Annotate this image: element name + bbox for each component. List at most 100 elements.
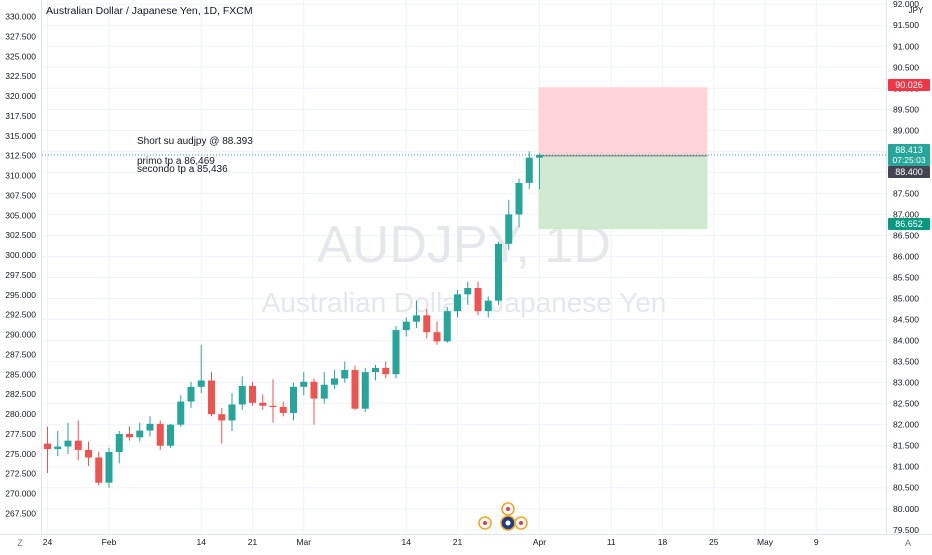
right-tick-label: 87.000 <box>893 209 919 219</box>
candle[interactable] <box>474 281 482 316</box>
left-tick-label: 287.500 <box>5 349 36 359</box>
current-price-tag: 88.413 07:25:03 <box>888 144 930 166</box>
left-tick-label: 272.500 <box>5 469 36 479</box>
left-tick-label: 312.500 <box>5 151 36 161</box>
candle[interactable] <box>279 401 287 417</box>
candle[interactable] <box>361 367 369 413</box>
candle[interactable] <box>105 447 113 488</box>
candle[interactable] <box>433 321 441 345</box>
candle-body <box>126 433 133 438</box>
time-tick-label: 18 <box>658 537 668 547</box>
time-tick-label: 11 <box>607 537 616 547</box>
candle[interactable] <box>351 365 359 410</box>
candle-body <box>454 294 461 312</box>
candle[interactable] <box>515 178 523 228</box>
candle[interactable] <box>238 376 246 410</box>
chart-title[interactable]: Australian Dollar / Japanese Yen, 1D, FX… <box>46 5 253 17</box>
candle[interactable] <box>505 199 513 251</box>
candle[interactable] <box>423 309 431 339</box>
candle[interactable] <box>525 151 533 190</box>
timezone-corner-icon[interactable]: Z <box>17 538 23 548</box>
candle[interactable] <box>464 281 472 305</box>
candle[interactable] <box>208 372 215 417</box>
candle[interactable] <box>64 422 72 455</box>
candle[interactable] <box>259 394 267 410</box>
candle-body <box>136 430 144 438</box>
candle[interactable] <box>44 426 51 474</box>
event-icon[interactable] <box>478 516 492 530</box>
left-tick-label: 280.000 <box>5 409 36 419</box>
candle-body <box>464 288 472 295</box>
candle[interactable] <box>454 290 461 318</box>
candle[interactable] <box>402 317 410 337</box>
event-icons[interactable] <box>478 502 528 531</box>
candle[interactable] <box>115 430 123 464</box>
time-tick-label: 14 <box>197 537 207 547</box>
candle[interactable] <box>495 241 502 305</box>
stop-loss-zone[interactable] <box>538 87 708 156</box>
candle[interactable] <box>341 361 349 383</box>
watermark-name: Australian Dollar / Japanese Yen <box>262 287 667 318</box>
candle-body <box>74 440 82 450</box>
candle[interactable] <box>85 441 92 466</box>
event-icon[interactable] <box>501 502 515 516</box>
candle[interactable] <box>290 382 297 421</box>
candle[interactable] <box>54 430 62 457</box>
candle-body <box>54 446 62 450</box>
candle-body <box>290 386 297 413</box>
candle[interactable] <box>167 423 174 448</box>
candle[interactable] <box>228 393 236 431</box>
time-tick-label: Apr <box>533 537 546 547</box>
candle[interactable] <box>320 372 328 404</box>
candle-body <box>259 402 267 406</box>
candle[interactable] <box>443 306 451 343</box>
right-tick-label: 89.000 <box>893 125 919 135</box>
take-profit-1-note[interactable]: primo tp a 86,469 <box>137 156 215 167</box>
candle[interactable] <box>156 420 164 450</box>
right-tick-label: 91.000 <box>893 41 919 51</box>
candle[interactable] <box>413 300 420 328</box>
candle[interactable] <box>95 451 103 486</box>
candle[interactable] <box>146 416 154 437</box>
candle[interactable] <box>310 378 318 425</box>
left-tick-label: 320.000 <box>5 91 36 101</box>
candle-body <box>474 288 482 312</box>
right-tick-label: 85.000 <box>893 294 919 304</box>
time-tick-label: 24 <box>43 537 53 547</box>
candle[interactable] <box>331 370 338 389</box>
candle[interactable] <box>249 381 256 406</box>
left-tick-label: 277.500 <box>5 429 36 439</box>
take-profit-2-note[interactable]: secondo tp a 85,436 <box>137 164 228 175</box>
candle[interactable] <box>136 422 144 442</box>
candle[interactable] <box>300 372 308 396</box>
candle[interactable] <box>187 381 195 408</box>
candle[interactable] <box>382 361 390 379</box>
left-tick-label: 295.000 <box>5 290 36 300</box>
candle[interactable] <box>126 426 133 441</box>
event-icon[interactable] <box>514 516 528 530</box>
left-tick-label: 297.500 <box>5 270 36 280</box>
candle-body <box>310 381 318 399</box>
candle[interactable] <box>536 153 543 190</box>
left-tick-label: 302.500 <box>5 230 36 240</box>
candle[interactable] <box>74 420 82 461</box>
left-tick-label: 322.500 <box>5 71 36 81</box>
left-axis[interactable]: 330.000 327.500 325.000 322.500 320.000 317.5… <box>5 12 36 519</box>
candle[interactable] <box>218 407 226 444</box>
take-profit-zone[interactable] <box>538 155 708 230</box>
candle[interactable] <box>484 296 492 318</box>
auto-scale-corner-icon[interactable]: A <box>905 538 911 548</box>
candle[interactable] <box>392 325 400 379</box>
short-entry-note[interactable]: Short su audjpy @ 88.393 <box>137 136 253 147</box>
candle-body <box>146 423 154 431</box>
candle[interactable] <box>177 395 185 427</box>
left-tick-label: 307.500 <box>5 190 36 200</box>
candle-body <box>484 300 492 312</box>
time-axis[interactable]: 24 Feb 14 21 Mar 14 21 Apr 11 18 25 May 9 <box>43 537 819 547</box>
candle[interactable] <box>269 379 277 423</box>
flag-icon[interactable] <box>500 515 516 531</box>
candle[interactable] <box>372 364 379 381</box>
candle[interactable] <box>197 344 205 394</box>
candle-body <box>177 401 185 425</box>
